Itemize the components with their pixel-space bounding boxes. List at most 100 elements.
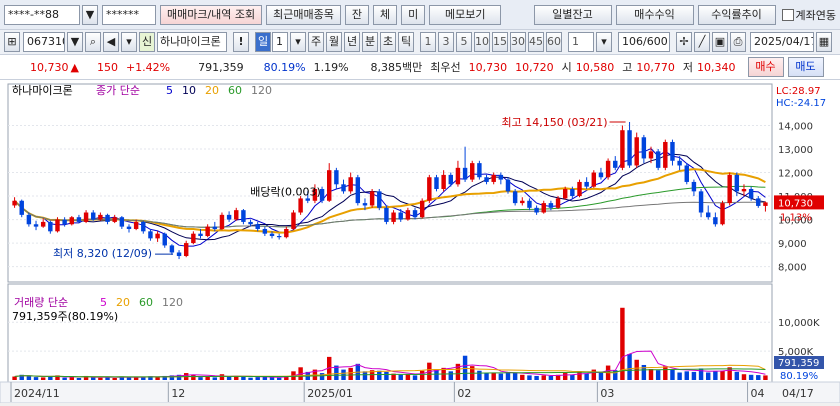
- candle-body: [98, 214, 103, 220]
- minute-5-button[interactable]: 5: [456, 32, 472, 52]
- volume-bar: [720, 370, 725, 380]
- candle-body: [419, 200, 425, 218]
- volume-bar: [91, 377, 96, 380]
- save-icon[interactable]: ▣: [712, 32, 728, 52]
- volume-bar: [205, 376, 210, 380]
- period-tick-tab[interactable]: 틱: [398, 32, 414, 52]
- candle-body: [176, 252, 182, 257]
- minute-30-button[interactable]: 30: [510, 32, 526, 52]
- date-field[interactable]: 2025/04/17: [750, 32, 814, 52]
- candle-body: [191, 233, 196, 244]
- price-tick-label: 10,000: [778, 216, 813, 227]
- volume-bar: [234, 375, 239, 380]
- period-dropdown-icon[interactable]: ▾: [290, 32, 306, 52]
- trade-mark-button[interactable]: 매매마크/내역 조회: [160, 4, 263, 25]
- candle-body: [505, 179, 511, 192]
- period-number[interactable]: 1: [272, 32, 288, 52]
- alert-icon[interactable]: !: [233, 32, 249, 52]
- volume-bar: [162, 375, 167, 380]
- code-dropdown-icon[interactable]: ▼: [67, 32, 83, 52]
- minute-60-button[interactable]: 60: [546, 32, 562, 52]
- volume-bar: [648, 369, 654, 380]
- minute-45-button[interactable]: 45: [528, 32, 544, 52]
- volume-ratio: 80.19%: [263, 60, 306, 74]
- candlestick-chart[interactable]: 14,00013,00012,00011,00010,0009,0008,000…: [0, 80, 840, 404]
- volume-bar: [741, 374, 747, 380]
- price-tick-label: 13,000: [778, 145, 813, 156]
- account-select[interactable]: ****-**88: [4, 4, 80, 25]
- chart-settings-icon[interactable]: ⊞: [4, 32, 20, 52]
- volume-bar: [555, 374, 561, 380]
- candle-body: [348, 177, 353, 192]
- price-change: 150: [96, 60, 118, 74]
- bar-count-field[interactable]: 106/600: [618, 32, 670, 52]
- speaker-icon[interactable]: ◀: [103, 32, 119, 52]
- prev-dropdown-icon[interactable]: ▾: [121, 32, 137, 52]
- minute-custom-input[interactable]: 1: [568, 32, 594, 52]
- volume-bar: [691, 371, 697, 380]
- candle-body: [248, 221, 253, 225]
- lc-label: LC:28.97: [776, 86, 821, 97]
- best-ask: 10,730: [468, 60, 508, 74]
- candle-body: [477, 163, 482, 178]
- buy-profit-button[interactable]: 매수수익: [615, 4, 694, 25]
- crosshair-icon[interactable]: ✢: [676, 32, 692, 52]
- account-dropdown-button[interactable]: ▼: [82, 4, 98, 25]
- volume-bar: [405, 374, 411, 380]
- period-daily-tab[interactable]: 일: [255, 32, 271, 52]
- password-field[interactable]: ******: [102, 4, 156, 25]
- sell-button[interactable]: 매도: [787, 57, 824, 77]
- volume-bar: [269, 377, 275, 380]
- candle-body: [441, 174, 446, 189]
- high-annotation: 최고 14,150 (03/21): [502, 116, 608, 129]
- search-icon[interactable]: ⌕: [85, 32, 101, 52]
- period-weekly-tab[interactable]: 주: [308, 32, 324, 52]
- volume-tick-label: 5,000K: [778, 347, 814, 358]
- candle-body: [455, 167, 461, 185]
- recent-trades-button[interactable]: 최근매매종목: [266, 4, 341, 25]
- minute-10-button[interactable]: 10: [474, 32, 490, 52]
- candle-body: [319, 189, 325, 201]
- daily-balance-button[interactable]: 일별잔고: [533, 4, 612, 25]
- candle-body: [83, 212, 89, 222]
- candle-body: [119, 217, 125, 227]
- candle-body: [491, 174, 496, 182]
- period-yearly-tab[interactable]: 년: [344, 32, 360, 52]
- candle-body: [291, 212, 296, 229]
- candle-body: [412, 210, 418, 218]
- volume-bar: [26, 375, 32, 380]
- return-trend-button[interactable]: 수익률추이: [697, 4, 776, 25]
- volume-tick-label: 10,000K: [778, 318, 820, 329]
- period-minute-tab[interactable]: 분: [362, 32, 378, 52]
- minute-3-button[interactable]: 3: [438, 32, 454, 52]
- minute-15-button[interactable]: 15: [492, 32, 508, 52]
- legend-volume-ma-item: 120: [162, 296, 183, 309]
- volume-bar: [19, 374, 24, 380]
- volume-bar: [248, 377, 253, 380]
- minute-dropdown-icon[interactable]: ▾: [596, 32, 612, 52]
- buy-button[interactable]: 매수: [747, 57, 784, 77]
- volume-bar: [591, 369, 597, 380]
- candle-body: [126, 226, 132, 229]
- minute-1-button[interactable]: 1: [420, 32, 436, 52]
- stock-code-input[interactable]: 067310: [23, 32, 65, 52]
- time-axis-last-date: 04/17: [782, 387, 814, 400]
- balance-button[interactable]: 잔: [344, 4, 370, 25]
- price-chart-panel[interactable]: 14,00013,00012,00011,00010,0009,0008,000…: [0, 80, 840, 404]
- time-axis-bg: [0, 381, 840, 404]
- period-monthly-tab[interactable]: 월: [326, 32, 342, 52]
- new-listing-badge[interactable]: 신: [139, 32, 155, 52]
- executed-button[interactable]: 체: [373, 4, 398, 25]
- line-tool-icon[interactable]: ╱: [694, 32, 710, 52]
- unexecuted-button[interactable]: 미: [401, 4, 426, 25]
- candle-body: [405, 210, 411, 220]
- volume-bar: [655, 370, 661, 380]
- volume-bar: [698, 368, 704, 380]
- period-second-tab[interactable]: 초: [380, 32, 396, 52]
- print-icon[interactable]: ⎙: [730, 32, 746, 52]
- stock-name-field[interactable]: 하나마이크론: [157, 32, 227, 52]
- account-bar: ****-**88 ▼ ****** 매매마크/내역 조회 최근매매종목 잔 체…: [0, 0, 840, 30]
- account-link-checkbox[interactable]: [781, 8, 794, 21]
- calendar-icon[interactable]: ▦: [816, 32, 832, 52]
- memo-button[interactable]: 메모보기: [429, 4, 502, 25]
